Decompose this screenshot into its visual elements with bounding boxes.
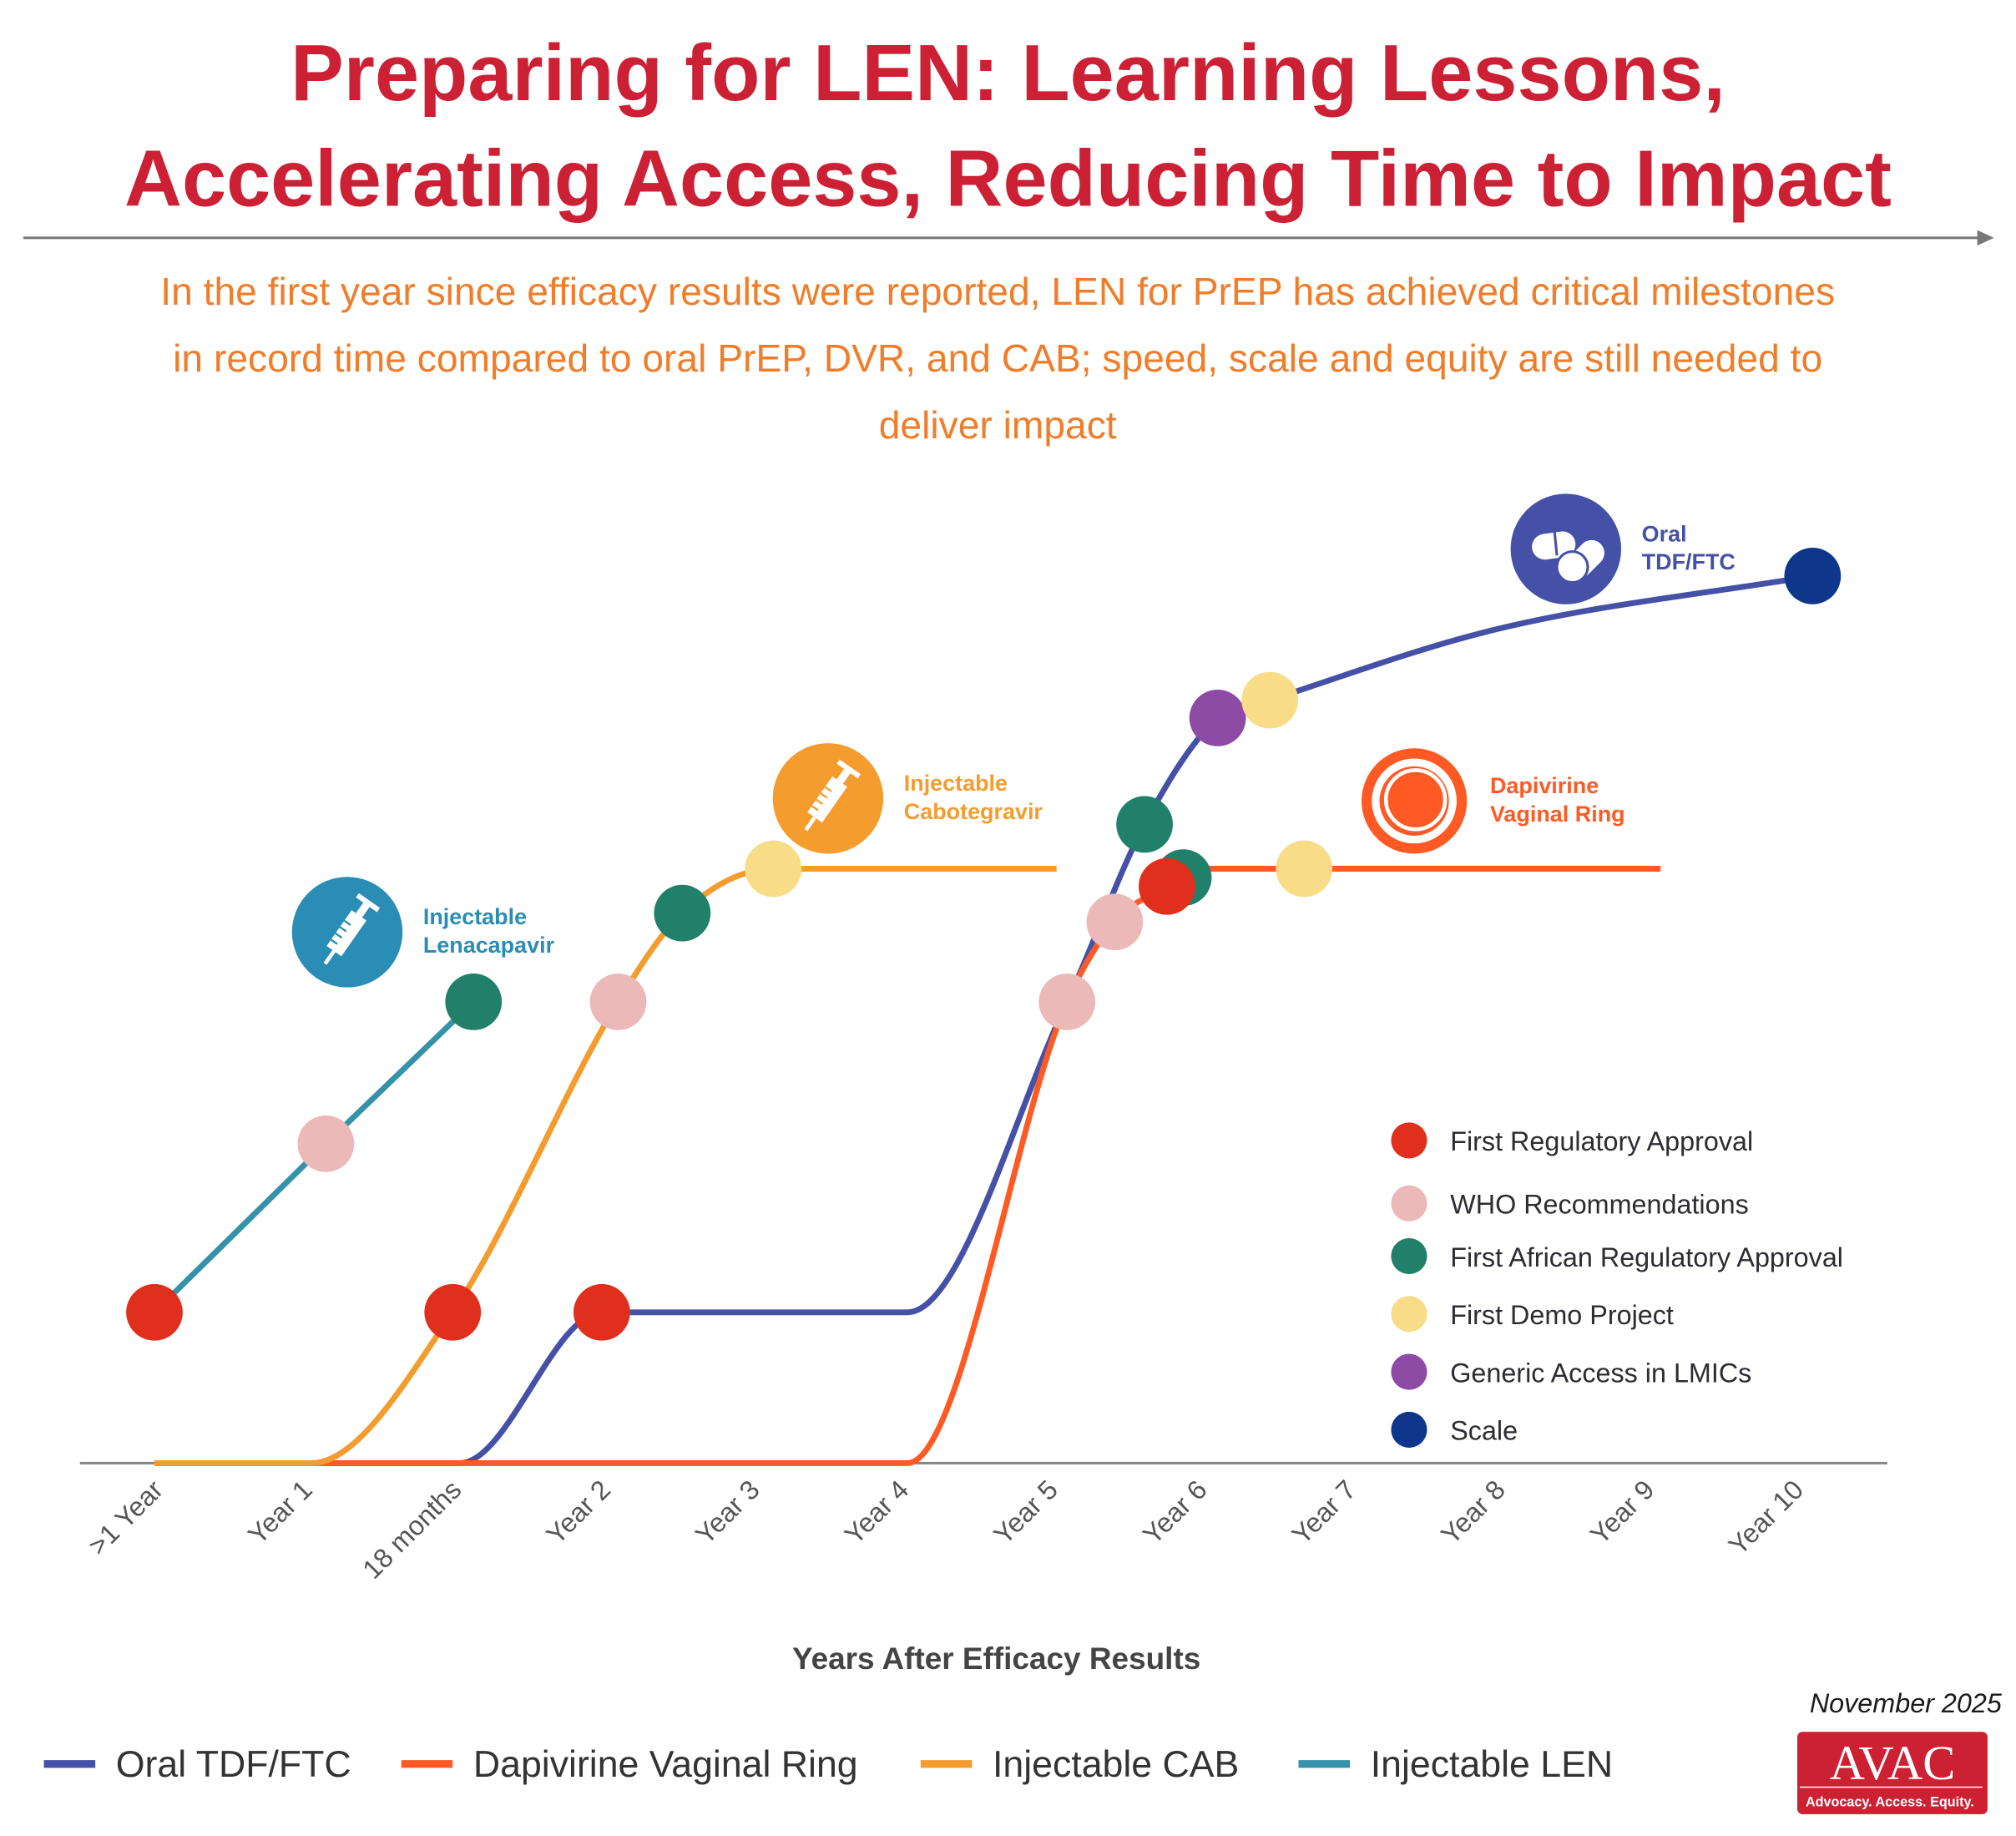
- legend-item: First Demo Project: [1391, 1296, 1674, 1333]
- divider-arrow: [23, 230, 1994, 246]
- milestone-marker-first-regulatory-approval: [1139, 857, 1195, 915]
- legend-item: First African Regulatory Approval: [1391, 1237, 1843, 1275]
- annotation-label: Injectable: [423, 904, 527, 929]
- legend-label: Generic Access in LMICs: [1450, 1358, 1751, 1388]
- series-line-injectable-cab: [154, 866, 1057, 1466]
- syringe-icon: [291, 877, 403, 988]
- subtitle-line-2: in record time compared to oral PrEP, DV…: [173, 336, 1822, 380]
- legend-swatch: [1391, 1296, 1427, 1333]
- milestone-marker-first-regulatory-approval: [573, 1283, 630, 1341]
- milestone-marker-who-recommendations: [297, 1115, 355, 1172]
- product-legend: Oral TDF/FTC Dapivirine Vaginal Ring Injec…: [43, 1744, 1613, 1785]
- milestone-marker-first-african-regulatory-approval: [1116, 796, 1173, 853]
- x-tick-label: Year 7: [1286, 1474, 1362, 1550]
- product-legend-label: Dapivirine Vaginal Ring: [473, 1744, 858, 1785]
- annotation-label: Vaginal Ring: [1490, 802, 1625, 827]
- legend-label: First African Regulatory Approval: [1450, 1242, 1843, 1272]
- legend-item: First Regulatory Approval: [1391, 1122, 1753, 1159]
- milestone-marker-who-recommendations: [1038, 974, 1096, 1030]
- svg-text:Advocacy. Access. Equity.: Advocacy. Access. Equity.: [1806, 1795, 1974, 1810]
- product-legend-label: Injectable CAB: [993, 1744, 1239, 1785]
- x-tick-label: Year 2: [540, 1474, 616, 1550]
- x-tick-labels: >1 Year Year 1 18 months Year 2 Year 3 Year 4…: [83, 1474, 1810, 1585]
- annotation-injectable-len: Injectable Lenacapavir: [291, 877, 555, 988]
- legend-label: Scale: [1450, 1416, 1518, 1446]
- chart: >1 Year Year 1 18 months Year 2 Year 3 Year 4…: [43, 493, 1887, 1785]
- milestone-marker-scale: [1784, 548, 1842, 604]
- milestone-marker-first-regulatory-approval: [126, 1283, 183, 1341]
- subtitle-line-3: deliver impact: [879, 403, 1117, 447]
- milestone-legend: First Regulatory Approval WHO Recommendat…: [1391, 1122, 1843, 1448]
- annotation-label: Injectable: [904, 771, 1008, 796]
- x-tick-label: Year 1: [242, 1474, 318, 1550]
- product-legend-item: Injectable CAB: [920, 1744, 1239, 1785]
- annotation-dapivirine-vaginal-ring: Dapivirine Vaginal Ring: [1361, 748, 1625, 854]
- milestone-marker-first-regulatory-approval: [424, 1283, 482, 1341]
- syringe-icon: [772, 743, 884, 854]
- x-tick-label: 18 months: [356, 1474, 467, 1585]
- annotation-label: Oral: [1642, 521, 1687, 546]
- svg-text:AVAC: AVAC: [1830, 1736, 1956, 1790]
- legend-label: WHO Recommendations: [1450, 1190, 1749, 1220]
- x-tick-label: Year 8: [1435, 1474, 1511, 1550]
- x-tick-label: Year 10: [1723, 1474, 1809, 1560]
- title-line-2: Accelerating Access, Reducing Time to Im…: [124, 134, 1892, 223]
- milestone-marker-first-demo-project: [1276, 840, 1333, 898]
- legend-swatch: [1391, 1353, 1427, 1390]
- annotation-injectable-cab: Injectable Cabotegravir: [772, 743, 1043, 854]
- subtitle-line-1: In the first year since efficacy results…: [160, 270, 1835, 313]
- avac-logo: AVAC Advocacy. Access. Equity.: [1797, 1732, 1988, 1814]
- annotation-label: Lenacapavir: [423, 933, 555, 958]
- legend-item: Generic Access in LMICs: [1391, 1353, 1751, 1390]
- annotation-oral-tdf-ftc: Oral TDF/FTC: [1510, 493, 1736, 604]
- legend-label: First Demo Project: [1450, 1300, 1674, 1330]
- x-tick-label: Year 9: [1584, 1474, 1660, 1550]
- milestone-marker-who-recommendations: [589, 974, 647, 1030]
- product-legend-label: Injectable LEN: [1371, 1744, 1613, 1785]
- product-legend-item: Dapivirine Vaginal Ring: [401, 1744, 858, 1785]
- annotation-label: TDF/FTC: [1642, 549, 1736, 574]
- legend-item: WHO Recommendations: [1391, 1185, 1749, 1221]
- product-legend-item: Oral TDF/FTC: [43, 1744, 351, 1785]
- milestone-marker-first-african-regulatory-approval: [445, 974, 503, 1030]
- series-annotations: Oral TDF/FTC Dapivirine Vaginal Ring Injecta…: [291, 493, 1736, 988]
- vaginal-ring-icon: [1361, 748, 1468, 854]
- annotation-label: Cabotegravir: [904, 799, 1043, 824]
- x-tick-label: Year 5: [988, 1474, 1064, 1550]
- pills-icon: [1510, 493, 1622, 604]
- milestone-markers: [126, 548, 1842, 1341]
- milestone-marker-who-recommendations: [1086, 893, 1144, 951]
- milestone-marker-first-demo-project: [1241, 671, 1299, 729]
- date-label: November 2025: [1810, 1688, 2003, 1718]
- x-tick-label: Year 4: [839, 1474, 915, 1550]
- legend-swatch: [1391, 1411, 1427, 1448]
- milestone-marker-generic-access-in-lmics: [1189, 690, 1246, 746]
- annotation-label: Dapivirine: [1490, 773, 1599, 798]
- series-line-oral-tdf-ftc: [154, 573, 1813, 1466]
- milestone-marker-first-demo-project: [745, 840, 802, 898]
- x-tick-label: >1 Year: [83, 1474, 169, 1561]
- legend-item: Scale: [1391, 1411, 1518, 1448]
- product-legend-item: Injectable LEN: [1298, 1744, 1613, 1785]
- legend-swatch: [1391, 1122, 1427, 1159]
- product-legend-label: Oral TDF/FTC: [116, 1744, 351, 1785]
- milestone-marker-first-african-regulatory-approval: [654, 884, 711, 942]
- title-line-1: Preparing for LEN: Learning Lessons,: [291, 29, 1725, 118]
- x-tick-label: Year 3: [690, 1474, 765, 1550]
- header: Preparing for LEN: Learning Lessons, Acc…: [23, 29, 1994, 447]
- x-tick-label: Year 6: [1137, 1474, 1213, 1550]
- legend-label: First Regulatory Approval: [1450, 1126, 1753, 1156]
- x-axis-title: Years After Efficacy Results: [792, 1641, 1200, 1676]
- legend-swatch: [1391, 1237, 1427, 1275]
- legend-swatch: [1391, 1185, 1427, 1221]
